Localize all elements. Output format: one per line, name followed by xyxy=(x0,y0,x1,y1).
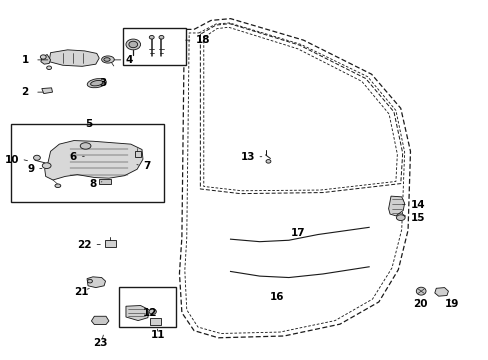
Text: 3: 3 xyxy=(99,78,106,88)
Text: 17: 17 xyxy=(290,228,305,238)
Polygon shape xyxy=(434,288,447,296)
Text: 6: 6 xyxy=(69,152,76,162)
Polygon shape xyxy=(42,88,52,94)
Polygon shape xyxy=(388,196,404,216)
Polygon shape xyxy=(126,306,149,320)
Text: 23: 23 xyxy=(93,338,107,348)
Ellipse shape xyxy=(46,66,51,69)
Ellipse shape xyxy=(126,39,140,50)
Polygon shape xyxy=(41,54,50,64)
Text: 5: 5 xyxy=(85,120,92,129)
Text: 20: 20 xyxy=(412,299,427,309)
Ellipse shape xyxy=(149,309,156,314)
Text: 2: 2 xyxy=(21,87,29,97)
Ellipse shape xyxy=(159,36,163,39)
FancyBboxPatch shape xyxy=(122,28,185,65)
Text: 13: 13 xyxy=(240,152,254,162)
Text: 15: 15 xyxy=(409,213,424,223)
Ellipse shape xyxy=(87,279,92,283)
Text: 1: 1 xyxy=(21,55,29,65)
Text: 9: 9 xyxy=(28,164,35,174)
Text: 12: 12 xyxy=(142,308,157,318)
Ellipse shape xyxy=(265,159,270,163)
Polygon shape xyxy=(49,50,99,66)
Bar xyxy=(135,150,141,157)
Text: 4: 4 xyxy=(126,55,133,65)
Text: 14: 14 xyxy=(409,200,424,210)
Ellipse shape xyxy=(102,56,114,63)
Text: 8: 8 xyxy=(89,179,97,189)
Text: 18: 18 xyxy=(195,35,209,45)
Polygon shape xyxy=(44,140,142,180)
Ellipse shape xyxy=(415,287,425,295)
Ellipse shape xyxy=(42,163,51,168)
Text: 11: 11 xyxy=(150,330,164,340)
Ellipse shape xyxy=(396,215,404,221)
Ellipse shape xyxy=(103,58,110,61)
Ellipse shape xyxy=(41,55,46,59)
Text: 7: 7 xyxy=(142,161,150,171)
Bar xyxy=(99,179,111,184)
Text: 16: 16 xyxy=(269,292,284,302)
Polygon shape xyxy=(87,277,105,288)
Ellipse shape xyxy=(129,41,137,48)
Ellipse shape xyxy=(90,81,103,86)
Ellipse shape xyxy=(34,155,41,160)
Text: 10: 10 xyxy=(4,154,19,165)
FancyBboxPatch shape xyxy=(119,287,176,327)
Ellipse shape xyxy=(87,78,106,88)
Text: 22: 22 xyxy=(77,240,92,250)
FancyBboxPatch shape xyxy=(11,125,163,202)
Ellipse shape xyxy=(149,36,154,39)
Ellipse shape xyxy=(80,143,91,149)
Text: 21: 21 xyxy=(74,287,88,297)
Bar xyxy=(105,240,116,247)
Polygon shape xyxy=(91,316,109,324)
Ellipse shape xyxy=(55,184,61,188)
Bar xyxy=(150,318,161,324)
Text: 19: 19 xyxy=(444,299,458,309)
